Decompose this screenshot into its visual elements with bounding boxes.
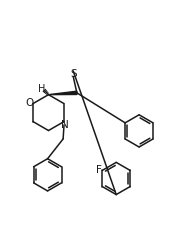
Text: F: F xyxy=(96,164,102,174)
Text: S: S xyxy=(70,69,76,79)
Polygon shape xyxy=(48,91,77,95)
Text: N: N xyxy=(61,120,68,130)
Text: H: H xyxy=(38,84,46,94)
Text: O: O xyxy=(26,98,34,108)
